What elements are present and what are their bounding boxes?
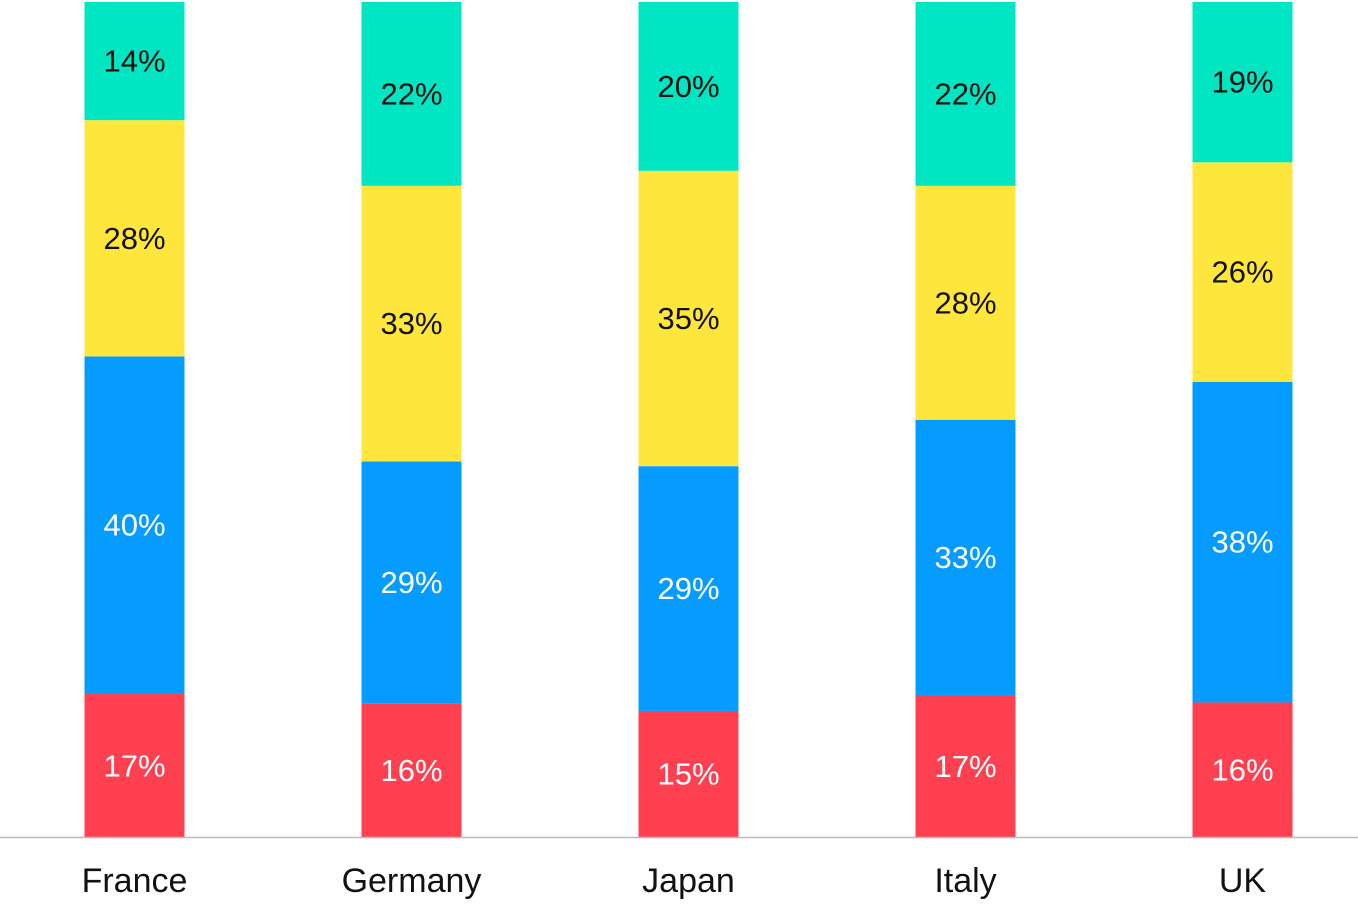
- bar-segment-japan-2: [638, 170, 739, 467]
- bar-segment-uk-2: [1192, 162, 1293, 382]
- data-label-italy-2: 28%: [934, 285, 996, 320]
- bar-segment-uk-3: [1192, 2, 1293, 163]
- data-label-germany-0: 16%: [380, 753, 442, 788]
- bar-segment-uk-0: [1192, 702, 1293, 838]
- data-label-germany-1: 29%: [380, 565, 442, 600]
- data-label-france-1: 40%: [103, 508, 165, 543]
- data-label-italy-3: 22%: [934, 76, 996, 111]
- bar-segment-france-0: [84, 694, 185, 838]
- data-label-france-3: 14%: [103, 44, 165, 79]
- data-label-uk-1: 38%: [1211, 525, 1273, 560]
- data-label-japan-3: 20%: [657, 69, 719, 104]
- category-labels-group: France Germany Japan Italy UK: [82, 862, 1267, 900]
- bar-segment-france-2: [84, 120, 185, 357]
- data-label-france-2: 28%: [103, 221, 165, 256]
- bar-segment-japan-1: [638, 466, 739, 711]
- bar-segment-france-3: [84, 2, 185, 121]
- bar-segment-uk-1: [1192, 381, 1293, 703]
- bar-segment-germany-0: [361, 703, 462, 838]
- category-label-france: France: [82, 862, 188, 900]
- bar-segment-germany-2: [361, 185, 462, 462]
- data-label-germany-3: 22%: [380, 76, 442, 111]
- category-label-italy: Italy: [934, 862, 996, 900]
- data-label-italy-1: 33%: [934, 540, 996, 575]
- category-label-uk: UK: [1219, 862, 1267, 900]
- data-label-italy-0: 17%: [934, 749, 996, 784]
- bar-segment-italy-0: [915, 695, 1016, 838]
- category-label-japan: Japan: [642, 862, 735, 900]
- data-label-france-0: 17%: [103, 748, 165, 783]
- bar-segment-germany-1: [361, 461, 462, 704]
- bar-segment-germany-3: [361, 2, 462, 186]
- bar-segment-italy-2: [915, 185, 1016, 420]
- category-label-germany: Germany: [342, 862, 482, 900]
- data-label-japan-0: 15%: [657, 757, 719, 792]
- bar-segment-france-1: [84, 356, 185, 695]
- bars-group: [84, 2, 1293, 838]
- bar-segment-italy-1: [915, 419, 1016, 696]
- bar-segment-japan-3: [638, 2, 739, 171]
- data-label-uk-0: 16%: [1211, 752, 1273, 787]
- bar-segment-italy-3: [915, 2, 1016, 186]
- data-label-japan-2: 35%: [657, 301, 719, 336]
- data-label-germany-2: 33%: [380, 306, 442, 341]
- bar-segment-japan-0: [638, 710, 739, 838]
- data-label-uk-3: 19%: [1211, 65, 1273, 100]
- segment-labels-group: 17% 40% 28% 14% 16% 29% 33% 22% 15% 29% 35% 20% 17% 3…: [103, 44, 1273, 792]
- data-label-uk-2: 26%: [1211, 255, 1273, 290]
- data-label-japan-1: 29%: [657, 571, 719, 606]
